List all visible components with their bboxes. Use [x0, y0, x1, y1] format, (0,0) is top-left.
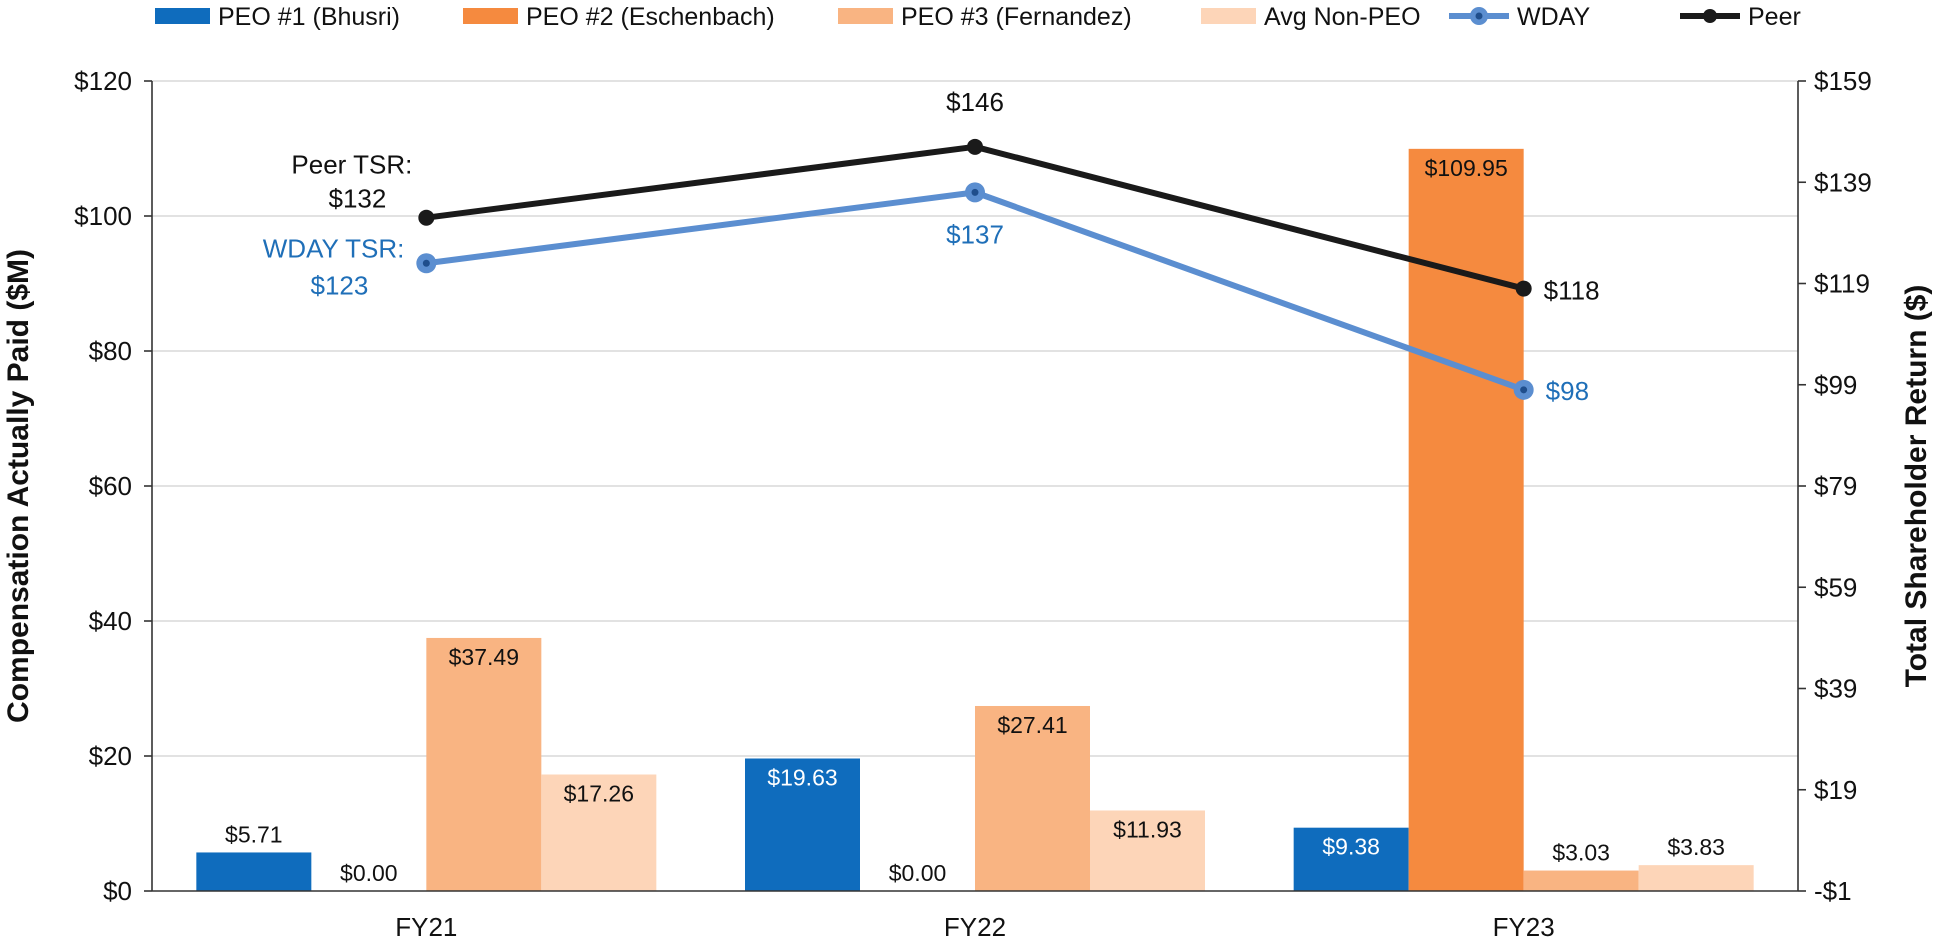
y2-tick-label: -$1	[1814, 876, 1852, 906]
bar-label-peo-1-bhusri-fy21: $5.71	[225, 821, 283, 847]
legend-swatch-peo-1-bhusri	[155, 8, 210, 24]
y-tick-label: $100	[74, 201, 132, 231]
y2-tick-label: $99	[1814, 370, 1857, 400]
bar-peo-3-fernandez-fy22	[975, 705, 1090, 891]
legend-label-wday: WDAY	[1517, 3, 1590, 31]
bar-label-avg-non-peo-fy22: $11.93	[1113, 816, 1182, 842]
bar-label-peo-1-bhusri-fy23: $9.38	[1322, 834, 1380, 860]
bar-label-avg-non-peo-fy21: $17.26	[564, 780, 634, 806]
legend-swatch-peo-3-fernandez	[838, 8, 893, 24]
bar-peo-3-fernandez-fy21	[426, 637, 542, 891]
point-peer-fy22	[967, 138, 983, 155]
bar-label-peo-2-eschenbach-fy22: $0.00	[889, 860, 947, 886]
gridlines	[152, 80, 1798, 757]
bar-peo-1-bhusri-fy22	[745, 758, 860, 891]
y2-tick-label: $79	[1814, 471, 1857, 501]
y-tick-label: $80	[89, 336, 132, 366]
bar-label-peo-3-fernandez-fy21: $37.49	[449, 644, 519, 670]
label-peer-tsr-prefix: Peer TSR:	[291, 150, 412, 180]
y-tick-label: $120	[74, 66, 132, 96]
bar-label-peo-3-fernandez-fy23: $3.03	[1552, 840, 1610, 866]
y-tick-label: $60	[89, 471, 132, 501]
label-wday-tsr-prefix: WDAY TSR:	[263, 233, 405, 263]
y2-tick-label: $139	[1814, 167, 1872, 197]
y2-tick-label: $159	[1814, 66, 1872, 96]
label-wday-fy23: $98	[1546, 376, 1589, 406]
tsr-lines: Peer TSR: $132 $146 $118 WDAY TSR: $123 $137 $9…	[263, 87, 1600, 406]
y2-tick-label: $39	[1814, 674, 1857, 704]
bar-label-peo-2-eschenbach-fy21: $0.00	[340, 860, 398, 886]
legend-label-peo-1-bhusri: PEO #1 (Bhusri)	[218, 3, 400, 31]
bar-peo-2-eschenbach-fy23	[1408, 148, 1524, 891]
x-tick-label-fy23: FY23	[1493, 912, 1555, 942]
label-wday-fy22: $137	[946, 219, 1004, 249]
bar-peo-1-bhusri-fy21	[196, 852, 312, 891]
bar-peo-3-fernandez-fy23	[1523, 870, 1639, 891]
y2-tick-label: $59	[1814, 572, 1857, 602]
legend-label-peo-2-eschenbach: PEO #2 (Eschenbach)	[526, 3, 775, 31]
x-tick-label-fy22: FY22	[944, 912, 1006, 942]
y2-tick-label: $119	[1814, 269, 1870, 299]
legend-label-peo-3-fernandez: PEO #3 (Fernandez)	[901, 3, 1132, 31]
bar-label-peo-2-eschenbach-fy23: $109.95	[1425, 155, 1508, 181]
bar-label-peo-3-fernandez-fy22: $27.41	[997, 712, 1067, 738]
label-peer-fy21: $132	[328, 184, 386, 214]
label-wday-fy21: $123	[310, 270, 368, 300]
y-axis-title: Compensation Actually Paid ($M)	[2, 249, 35, 723]
label-peer-fy23: $118	[1544, 276, 1600, 306]
bar-avg-non-peo-fy22	[1090, 810, 1205, 891]
bar-avg-non-peo-fy21	[541, 774, 657, 891]
bar-label-avg-non-peo-fy23: $3.83	[1667, 834, 1725, 860]
bar-label-peo-1-bhusri-fy22: $19.63	[767, 764, 837, 790]
y-tick-label: $0	[103, 876, 132, 906]
line-peer	[425, 143, 1525, 292]
legend: PEO #1 (Bhusri) PEO #2 (Eschenbach) PEO #3…	[155, 3, 1801, 31]
point-center-wday	[422, 259, 430, 267]
legend-marker-peer	[1703, 9, 1717, 23]
legend-swatch-avg-non-peo	[1201, 8, 1256, 24]
point-center-wday	[971, 188, 979, 196]
point-peer-fy21	[418, 209, 435, 226]
y-tick-label: $20	[89, 741, 132, 771]
x-tick-label-fy21: FY21	[395, 912, 457, 942]
y2-axis-title: Total Shareholder Return ($)	[1900, 285, 1933, 688]
legend-label-peer: Peer	[1748, 3, 1801, 31]
legend-label-avg-non-peo: Avg Non-PEO	[1264, 3, 1421, 31]
y2-tick-label: $19	[1814, 775, 1857, 805]
bar-peo-1-bhusri-fy23	[1293, 827, 1409, 891]
legend-marker-center	[1475, 12, 1483, 20]
y-tick-label: $40	[89, 606, 132, 636]
point-peer-fy23	[1515, 280, 1532, 297]
label-peer-fy22: $146	[946, 87, 1004, 117]
axes: $0 $20 $40 $60 $80 $100 $120 -$1 $19 $39 $59 $79 $99…	[74, 66, 1872, 942]
point-center-wday	[1520, 386, 1528, 394]
bar-avg-non-peo-fy23	[1638, 865, 1754, 891]
legend-swatch-peo-2-eschenbach	[463, 8, 518, 24]
